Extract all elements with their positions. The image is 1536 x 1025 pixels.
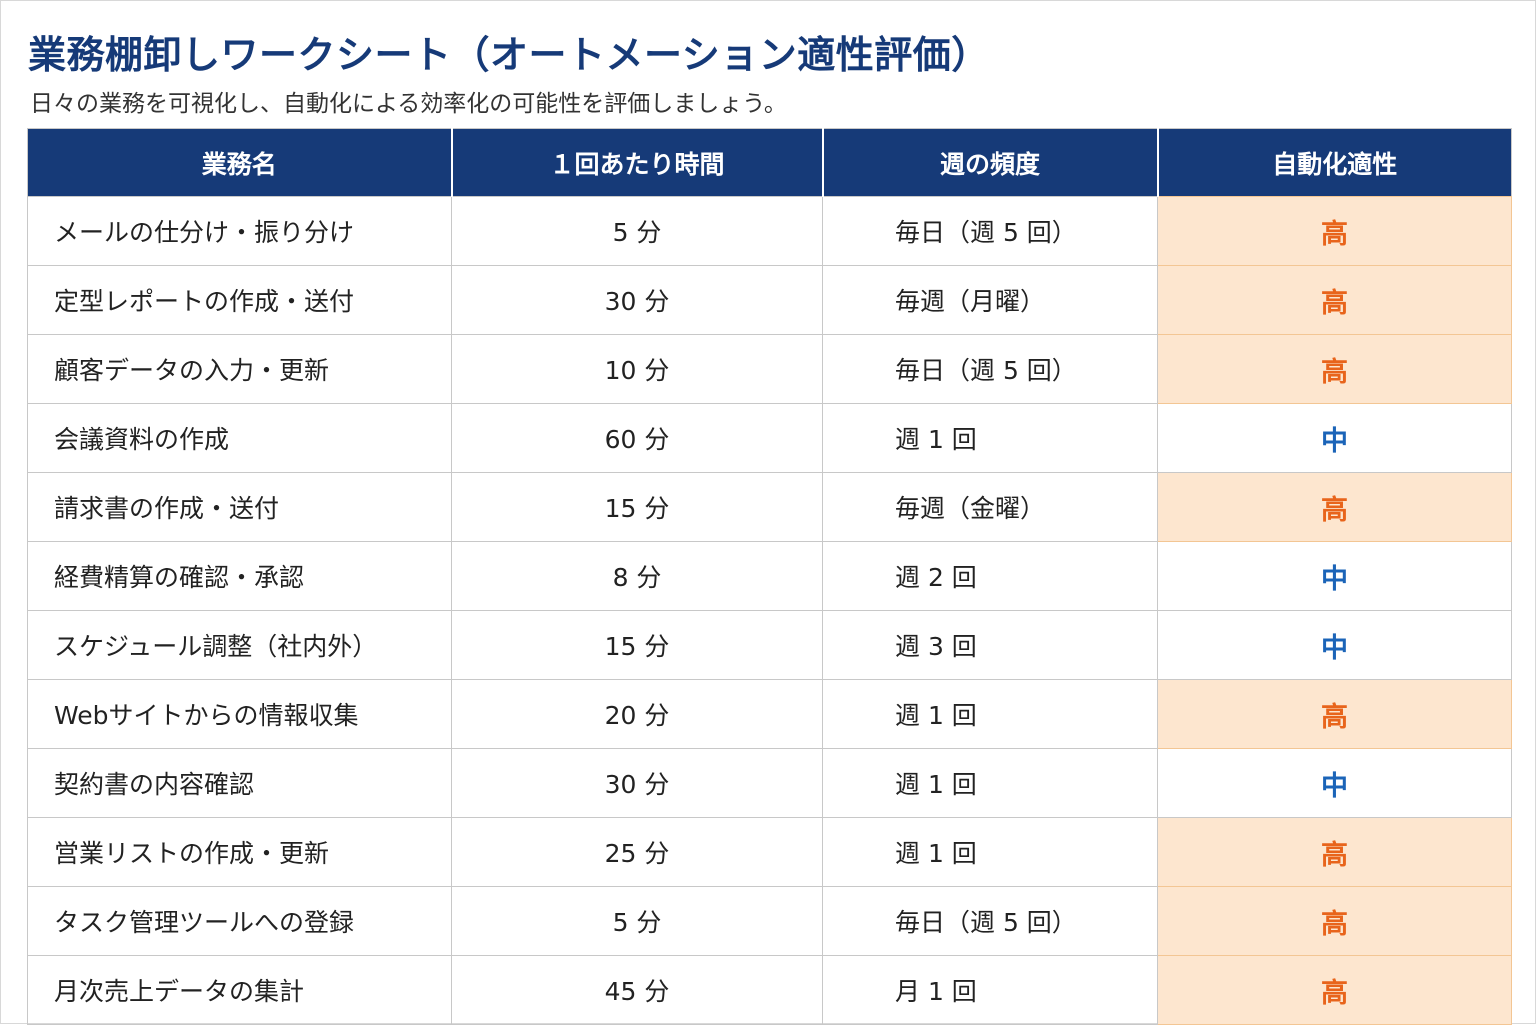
page-title: 業務棚卸しワークシート（オートメーション適性評価） <box>28 33 990 77</box>
time-cell: 5 分 <box>451 886 823 956</box>
time-cell: 15 分 <box>451 610 823 680</box>
table-row: 定型レポートの作成・送付 30 分 毎週（月曜） 高 <box>27 265 1512 335</box>
suitability-cell: 中 <box>1157 541 1512 611</box>
frequency-cell: 毎日（週 5 回） <box>822 886 1158 956</box>
time-cell: 15 分 <box>451 472 823 542</box>
frequency-cell: 毎週（月曜） <box>822 265 1158 335</box>
task-name-cell: Webサイトからの情報収集 <box>27 679 452 749</box>
time-cell: 45 分 <box>451 955 823 1025</box>
time-cell: 60 分 <box>451 403 823 473</box>
frequency-cell: 週 2 回 <box>822 541 1158 611</box>
suitability-cell: 高 <box>1157 817 1512 887</box>
header-weekly-frequency: 週の頻度 <box>822 128 1159 197</box>
suitability-cell: 中 <box>1157 748 1512 818</box>
table-row: 経費精算の確認・承認 8 分 週 2 回 中 <box>27 541 1512 611</box>
table-row: 請求書の作成・送付 15 分 毎週（金曜） 高 <box>27 472 1512 542</box>
frequency-cell: 毎日（週 5 回） <box>822 196 1158 266</box>
task-name-cell: 定型レポートの作成・送付 <box>27 265 452 335</box>
table-row: 顧客データの入力・更新 10 分 毎日（週 5 回） 高 <box>27 334 1512 404</box>
table-row: Webサイトからの情報収集 20 分 週 1 回 高 <box>27 679 1512 749</box>
time-cell: 30 分 <box>451 748 823 818</box>
suitability-cell: 高 <box>1157 955 1512 1025</box>
frequency-cell: 週 3 回 <box>822 610 1158 680</box>
frequency-cell: 週 1 回 <box>822 817 1158 887</box>
task-name-cell: スケジュール調整（社内外） <box>27 610 452 680</box>
frequency-cell: 週 1 回 <box>822 679 1158 749</box>
header-task-name: 業務名 <box>27 128 453 197</box>
time-cell: 10 分 <box>451 334 823 404</box>
frequency-cell: 週 1 回 <box>822 403 1158 473</box>
task-name-cell: 契約書の内容確認 <box>27 748 452 818</box>
task-name-cell: 会議資料の作成 <box>27 403 452 473</box>
suitability-cell: 高 <box>1157 265 1512 335</box>
header-automation-suitability: 自動化適性 <box>1157 128 1512 197</box>
task-name-cell: 顧客データの入力・更新 <box>27 334 452 404</box>
suitability-cell: 高 <box>1157 679 1512 749</box>
task-name-cell: 経費精算の確認・承認 <box>27 541 452 611</box>
time-cell: 25 分 <box>451 817 823 887</box>
frequency-cell: 月 1 回 <box>822 955 1158 1025</box>
page-subtitle: 日々の業務を可視化し、自動化による効率化の可能性を評価しましょう。 <box>30 91 787 117</box>
table-row: メールの仕分け・振り分け 5 分 毎日（週 5 回） 高 <box>27 196 1512 266</box>
table-row: タスク管理ツールへの登録 5 分 毎日（週 5 回） 高 <box>27 886 1512 956</box>
table-row: 営業リストの作成・更新 25 分 週 1 回 高 <box>27 817 1512 887</box>
task-name-cell: 月次売上データの集計 <box>27 955 452 1025</box>
suitability-cell: 高 <box>1157 334 1512 404</box>
task-name-cell: 営業リストの作成・更新 <box>27 817 452 887</box>
frequency-cell: 毎日（週 5 回） <box>822 334 1158 404</box>
suitability-cell: 高 <box>1157 196 1512 266</box>
suitability-cell: 中 <box>1157 403 1512 473</box>
suitability-cell: 高 <box>1157 472 1512 542</box>
frequency-cell: 週 1 回 <box>822 748 1158 818</box>
table-row: 会議資料の作成 60 分 週 1 回 中 <box>27 403 1512 473</box>
task-name-cell: タスク管理ツールへの登録 <box>27 886 452 956</box>
header-time-per-run: １回あたり時間 <box>451 128 824 197</box>
table-row: スケジュール調整（社内外） 15 分 週 3 回 中 <box>27 610 1512 680</box>
suitability-cell: 中 <box>1157 610 1512 680</box>
suitability-cell: 高 <box>1157 886 1512 956</box>
time-cell: 8 分 <box>451 541 823 611</box>
task-name-cell: 請求書の作成・送付 <box>27 472 452 542</box>
worksheet-table: 業務名 １回あたり時間 週の頻度 自動化適性 メールの仕分け・振り分け 5 分 … <box>27 128 1512 1025</box>
table-row: 契約書の内容確認 30 分 週 1 回 中 <box>27 748 1512 818</box>
time-cell: 30 分 <box>451 265 823 335</box>
frequency-cell: 毎週（金曜） <box>822 472 1158 542</box>
task-name-cell: メールの仕分け・振り分け <box>27 196 452 266</box>
time-cell: 20 分 <box>451 679 823 749</box>
table-header-row: 業務名 １回あたり時間 週の頻度 自動化適性 <box>27 128 1512 197</box>
table-row: 月次売上データの集計 45 分 月 1 回 高 <box>27 955 1512 1025</box>
time-cell: 5 分 <box>451 196 823 266</box>
